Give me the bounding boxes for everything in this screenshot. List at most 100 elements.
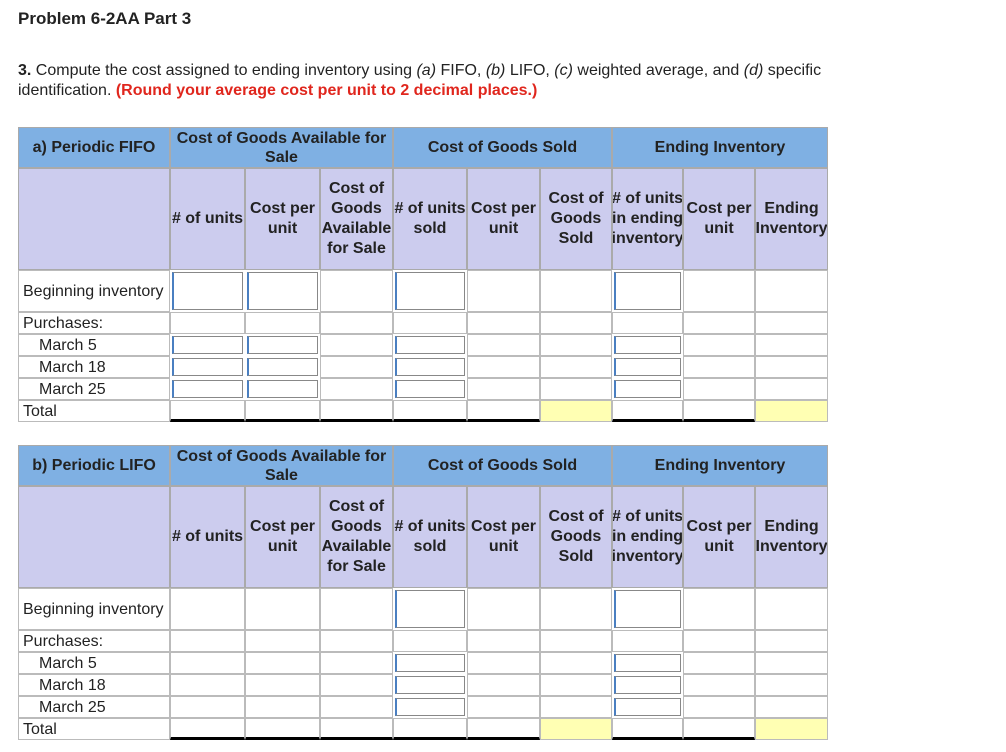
input-cell[interactable] [172, 380, 243, 398]
total-cell [612, 400, 683, 422]
total-cell [170, 718, 245, 740]
column-header: Cost per unit [467, 168, 540, 270]
cell [467, 270, 540, 312]
cell [683, 588, 755, 630]
cell [467, 588, 540, 630]
input-cell[interactable] [614, 358, 681, 376]
page-title: Problem 6-2AA Part 3 [18, 9, 192, 28]
cell [320, 356, 393, 378]
cell [755, 674, 828, 696]
instruction-text: (c) [554, 62, 573, 79]
input-cell[interactable] [395, 358, 465, 376]
cell [170, 588, 245, 630]
column-header: Cost per unit [683, 168, 755, 270]
instruction-text: (a) [416, 62, 437, 79]
total-cell [320, 718, 393, 740]
total-cell [683, 400, 755, 422]
total-cell [755, 400, 828, 422]
cell [320, 696, 393, 718]
input-cell[interactable] [395, 698, 465, 716]
cell [540, 356, 612, 378]
input-cell[interactable] [172, 272, 243, 310]
group-header: Cost of Goods Available for Sale [170, 127, 393, 168]
instructions: 3. Compute the cost assigned to ending i… [18, 61, 918, 101]
input-cell[interactable] [247, 272, 318, 310]
input-cell[interactable] [395, 272, 465, 310]
input-cell[interactable] [614, 676, 681, 694]
total-cell [245, 400, 320, 422]
cell [467, 674, 540, 696]
cell [755, 588, 828, 630]
cell [755, 356, 828, 378]
column-header: Cost of Goods Available for Sale [320, 486, 393, 588]
input-cell[interactable] [395, 380, 465, 398]
input-cell[interactable] [614, 698, 681, 716]
instruction-text: LIFO, [505, 62, 555, 79]
column-header: Cost per unit [245, 168, 320, 270]
row-label: Beginning inventory [18, 270, 170, 312]
instruction-text: specific identification. [18, 62, 822, 99]
cell [540, 588, 612, 630]
cell [540, 378, 612, 400]
input-cell[interactable] [395, 336, 465, 354]
table-title: b) Periodic LIFO [18, 445, 170, 486]
column-header: # of units [170, 486, 245, 588]
input-cell[interactable] [614, 654, 681, 672]
input-cell[interactable] [247, 380, 318, 398]
cell [393, 312, 467, 334]
cell [683, 652, 755, 674]
table-title: a) Periodic FIFO [18, 127, 170, 168]
cell [540, 630, 612, 652]
input-cell[interactable] [395, 654, 465, 672]
total-cell [393, 718, 467, 740]
input-cell[interactable] [614, 272, 681, 310]
column-header: # of units sold [393, 168, 467, 270]
cell [683, 334, 755, 356]
cell [540, 674, 612, 696]
row-label: Total [18, 400, 170, 422]
row-label: March 25 [18, 696, 170, 718]
cell [170, 630, 245, 652]
input-cell[interactable] [614, 380, 681, 398]
column-header: Cost per unit [683, 486, 755, 588]
group-header: Cost of Goods Sold [393, 127, 612, 168]
row-label: March 5 [18, 652, 170, 674]
cell [245, 674, 320, 696]
instruction-text: Compute the cost assigned to ending inve… [31, 62, 417, 79]
group-header: Cost of Goods Sold [393, 445, 612, 486]
group-header: Cost of Goods Available for Sale [170, 445, 393, 486]
input-cell[interactable] [172, 358, 243, 376]
input-cell[interactable] [614, 336, 681, 354]
input-cell[interactable] [247, 336, 318, 354]
cell [467, 312, 540, 334]
column-header: Cost per unit [467, 486, 540, 588]
input-cell[interactable] [247, 358, 318, 376]
input-cell[interactable] [172, 336, 243, 354]
cell [540, 270, 612, 312]
cell [467, 652, 540, 674]
cell [612, 312, 683, 334]
total-cell [540, 718, 612, 740]
total-cell [540, 400, 612, 422]
row-label: Purchases: [18, 630, 170, 652]
cell [245, 696, 320, 718]
total-cell [320, 400, 393, 422]
cell [320, 378, 393, 400]
total-cell [467, 718, 540, 740]
input-cell[interactable] [395, 590, 465, 628]
cell [170, 674, 245, 696]
input-cell[interactable] [395, 676, 465, 694]
cell [245, 652, 320, 674]
row-label: March 5 [18, 334, 170, 356]
cell [393, 630, 467, 652]
row-label: Beginning inventory [18, 588, 170, 630]
total-cell [755, 718, 828, 740]
instruction-text: weighted average, and [572, 62, 744, 79]
cell [245, 630, 320, 652]
cell [540, 652, 612, 674]
row-label: March 18 [18, 674, 170, 696]
group-header: Ending Inventory [612, 445, 828, 486]
cell [245, 312, 320, 334]
input-cell[interactable] [614, 590, 681, 628]
